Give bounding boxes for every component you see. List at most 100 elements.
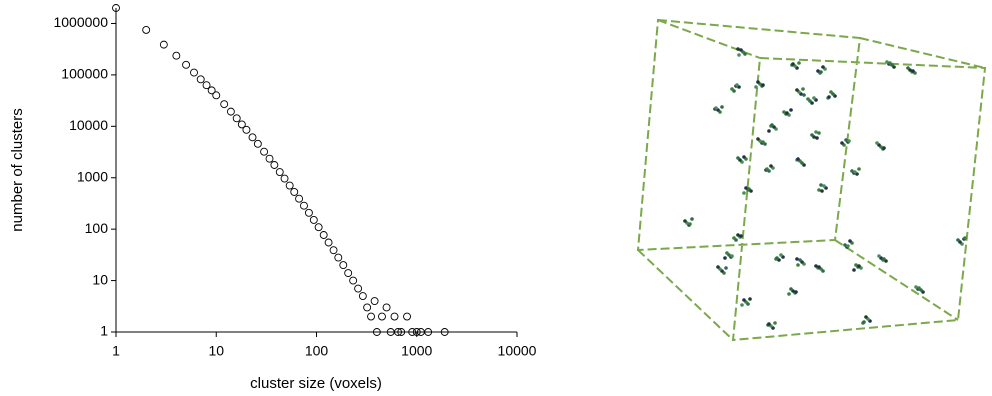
data-point [424, 328, 433, 336]
data-point [408, 328, 417, 336]
cluster-blob [857, 167, 861, 171]
data-point [358, 292, 367, 301]
cluster-blob [885, 60, 889, 64]
x-tick-label: 100 [305, 343, 329, 359]
cluster-blob [810, 133, 814, 137]
cluster-blob [814, 264, 818, 268]
cluster-blob [806, 97, 810, 101]
data-point [344, 269, 353, 278]
data-point [382, 303, 391, 312]
cluster-blob [817, 265, 821, 269]
cluster-blob [821, 65, 825, 69]
data-point [275, 168, 284, 177]
cluster-blob [963, 236, 967, 240]
cluster-blob [736, 47, 740, 51]
cluster-blob [739, 234, 743, 238]
x-tick-label: 1000 [401, 343, 432, 359]
data-point [378, 312, 386, 321]
cube-edges [636, 18, 987, 342]
cluster-blob [815, 136, 819, 140]
data-point [370, 297, 379, 305]
data-point [412, 328, 421, 336]
data-point [390, 312, 399, 321]
cluster-blob [911, 69, 915, 73]
cluster-blob [829, 90, 833, 94]
x-tick-label: 10 [208, 343, 224, 359]
cluster-blob [794, 290, 798, 294]
cluster-blob [820, 189, 824, 193]
data-point [285, 181, 294, 190]
cluster-blob [756, 80, 760, 84]
cluster-blob [882, 146, 886, 150]
data-point [324, 238, 333, 247]
data-point [207, 86, 216, 95]
cluster-blob [956, 238, 960, 242]
cluster-blob [789, 287, 793, 291]
cluster-blob [723, 256, 727, 260]
cluster-blob [875, 141, 879, 145]
data-point [172, 51, 181, 60]
data-point [372, 328, 381, 336]
data-point [329, 246, 338, 255]
cluster-blob [720, 105, 724, 109]
cluster-blob [791, 62, 795, 66]
data-point [349, 276, 358, 285]
y-tick-label: 10 [92, 271, 108, 287]
data-point [260, 147, 269, 156]
x-tick-label: 1 [112, 343, 120, 359]
data-point [304, 208, 313, 217]
x-tick-label: 10000 [498, 343, 537, 359]
cluster-blob [756, 137, 760, 141]
cluster-blob [847, 139, 851, 143]
cluster-blob [827, 95, 831, 99]
data-point [367, 312, 375, 321]
cluster-blob [877, 254, 881, 258]
cluster-blob [817, 131, 821, 135]
cluster-blob [742, 155, 746, 159]
data-point [253, 139, 262, 148]
data-point [226, 107, 235, 116]
cluster-blob [822, 184, 826, 188]
cluster-blob [795, 257, 799, 261]
data-point [265, 154, 274, 163]
cluster-blob [857, 264, 861, 268]
cluster-blob [742, 298, 746, 302]
y-axis-label: number of clusters [9, 108, 26, 231]
cluster-blob [801, 87, 805, 91]
cluster-blob [769, 164, 773, 168]
cluster-blob [767, 322, 771, 326]
cluster-blob [690, 217, 694, 221]
cluster-blob [747, 187, 751, 191]
cluster-blob [714, 106, 718, 110]
data-point [339, 261, 348, 270]
data-point [232, 114, 241, 123]
cluster-blob [683, 219, 687, 223]
y-tick-label: 10000 [69, 117, 108, 133]
data-point [242, 125, 251, 134]
cluster-blob [840, 141, 844, 145]
data-point [142, 25, 151, 34]
data-point [196, 75, 205, 84]
y-tick-label: 1 [100, 323, 108, 339]
cluster-blob [796, 157, 800, 161]
cluster-blob [787, 292, 791, 296]
cluster-blob [730, 87, 734, 91]
data-point [212, 91, 221, 100]
data-point [248, 133, 257, 142]
cluster-blob [862, 320, 866, 324]
cluster-blob [744, 186, 748, 190]
data-point [314, 223, 323, 232]
data-point [237, 120, 246, 129]
cluster-blob [795, 88, 799, 92]
data-point [182, 60, 191, 69]
cluster-blob [740, 303, 744, 307]
cluster-blob [736, 156, 740, 160]
cluster-blob [888, 61, 892, 65]
cluster-blob [802, 93, 806, 97]
cluster-blob [688, 222, 692, 226]
cluster-blob [844, 138, 848, 142]
cluster-blob [785, 111, 789, 115]
cluster-blob [850, 169, 854, 173]
y-tick-label: 100000 [61, 66, 108, 82]
